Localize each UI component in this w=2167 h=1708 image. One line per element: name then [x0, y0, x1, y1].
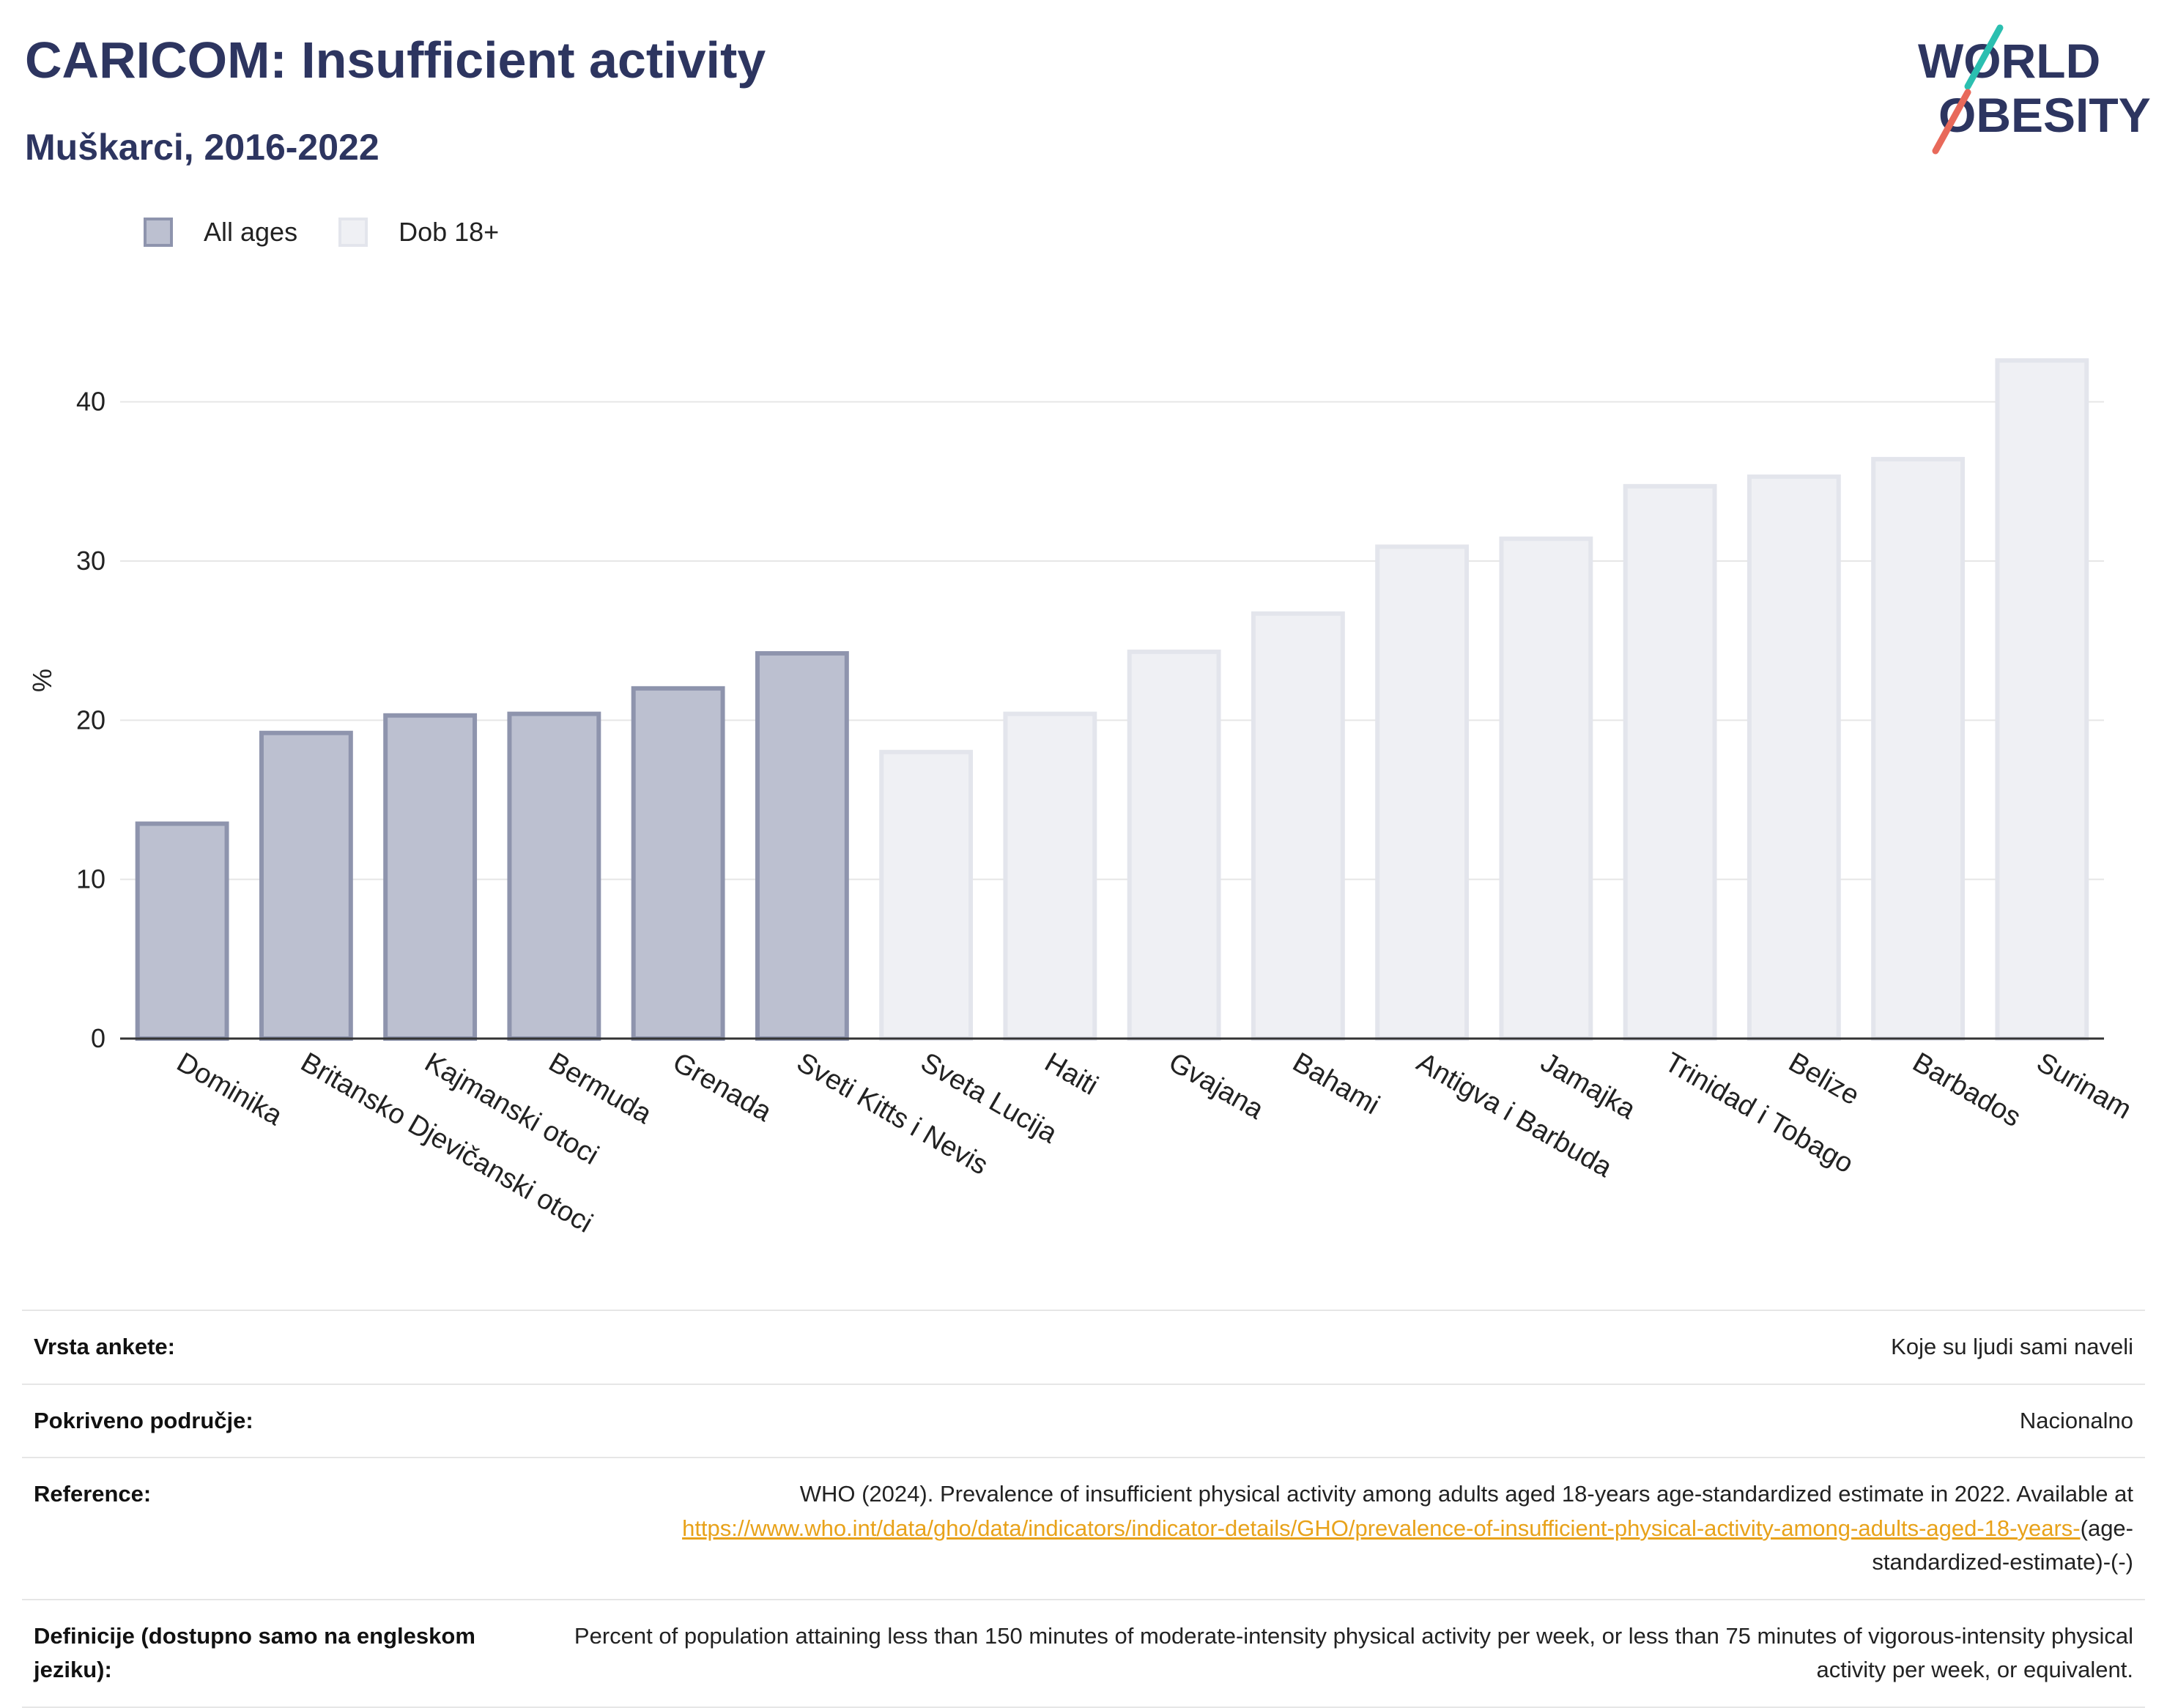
x-tick-label: Barbados [1908, 1047, 2026, 1133]
info-value: Koje su ljudi sami naveli [1891, 1334, 2133, 1359]
info-row-definitions: Definicije (dostupno samo na engleskom j… [22, 1599, 2145, 1707]
bar-dob-18-11[interactable] [1499, 536, 1593, 1041]
legend-swatch-dob-18 [338, 218, 368, 247]
bar-all-ages-3[interactable] [507, 711, 601, 1041]
x-tick-label: Dominika [171, 1047, 288, 1132]
x-tick-label: Bahami [1287, 1047, 1385, 1121]
x-tick-label: Surinam [2031, 1047, 2137, 1125]
bar-dob-18-10[interactable] [1375, 544, 1470, 1041]
x-tick-label: Haiti [1040, 1047, 1103, 1101]
info-value: Nacionalno [2019, 1407, 2133, 1433]
reference-text: WHO (2024). Prevalence of insufficient p… [799, 1481, 2133, 1507]
legend-swatch-all-ages [144, 218, 173, 247]
chart-legend: All ages Dob 18+ [144, 217, 540, 248]
y-tick-label: 10 [76, 864, 105, 894]
info-table: Vrsta ankete: Koje su ljudi sami naveli … [22, 1310, 2145, 1708]
bar-dob-18-12[interactable] [1623, 483, 1717, 1041]
info-label: Reference: [34, 1481, 152, 1507]
bar-dob-18-9[interactable] [1251, 611, 1345, 1041]
info-row-survey-type: Vrsta ankete: Koje su ljudi sami naveli [22, 1310, 2145, 1384]
x-tick-label: Bermuda [544, 1047, 657, 1130]
info-row-reference: Reference: WHO (2024). Prevalence of ins… [22, 1458, 2145, 1600]
info-label: Vrsta ankete: [34, 1334, 175, 1359]
x-tick-label: Belize [1783, 1047, 1864, 1111]
y-tick-label: 40 [76, 387, 105, 417]
svg-text:OBESITY: OBESITY [1938, 88, 2151, 142]
svg-text:WORLD: WORLD [1918, 34, 2100, 88]
info-value: Percent of population attaining less tha… [574, 1622, 2133, 1683]
y-tick-label: 30 [76, 546, 105, 576]
legend-label: All ages [204, 217, 298, 247]
reference-suffix: (age-standardized-estimate)-(-) [1872, 1515, 2133, 1575]
bar-all-ages-0[interactable] [135, 821, 229, 1041]
bar-dob-18-13[interactable] [1746, 474, 1841, 1041]
bar-dob-18-7[interactable] [1003, 711, 1097, 1041]
world-obesity-logo: WORLD OBESITY [1918, 24, 2151, 155]
bar-all-ages-2[interactable] [383, 713, 478, 1041]
y-axis-label: % [27, 669, 57, 692]
bar-all-ages-1[interactable] [259, 730, 353, 1041]
info-value: WHO (2024). Prevalence of insufficient p… [558, 1458, 2145, 1600]
legend-item-dob-18[interactable]: Dob 18+ [338, 217, 499, 248]
x-tick-label: Jamajka [1536, 1047, 1641, 1126]
legend-item-all-ages[interactable]: All ages [144, 217, 297, 248]
y-tick-label: 0 [91, 1023, 105, 1053]
reference-link[interactable]: https://www.who.int/data/gho/data/indica… [682, 1515, 2081, 1541]
bar-dob-18-8[interactable] [1127, 649, 1221, 1041]
bar-dob-18-14[interactable] [1871, 456, 1966, 1041]
bar-all-ages-5[interactable] [755, 651, 849, 1041]
x-tick-label: Grenada [667, 1047, 777, 1128]
info-row-coverage: Pokriveno područje: Nacionalno [22, 1384, 2145, 1458]
chart-subtitle: Muškarci, 2016-2022 [25, 127, 379, 168]
info-label: Pokriveno područje: [34, 1407, 253, 1433]
bar-dob-18-6[interactable] [879, 749, 974, 1041]
chart-title: CARICOM: Insufficient activity [25, 31, 766, 89]
y-tick-label: 20 [76, 705, 105, 735]
legend-label: Dob 18+ [399, 217, 500, 247]
bar-all-ages-4[interactable] [631, 686, 725, 1041]
x-tick-label: Gvajana [1163, 1047, 1269, 1126]
bar-dob-18-15[interactable] [1995, 358, 2089, 1041]
info-label: Definicije (dostupno samo na engleskom j… [34, 1622, 475, 1683]
